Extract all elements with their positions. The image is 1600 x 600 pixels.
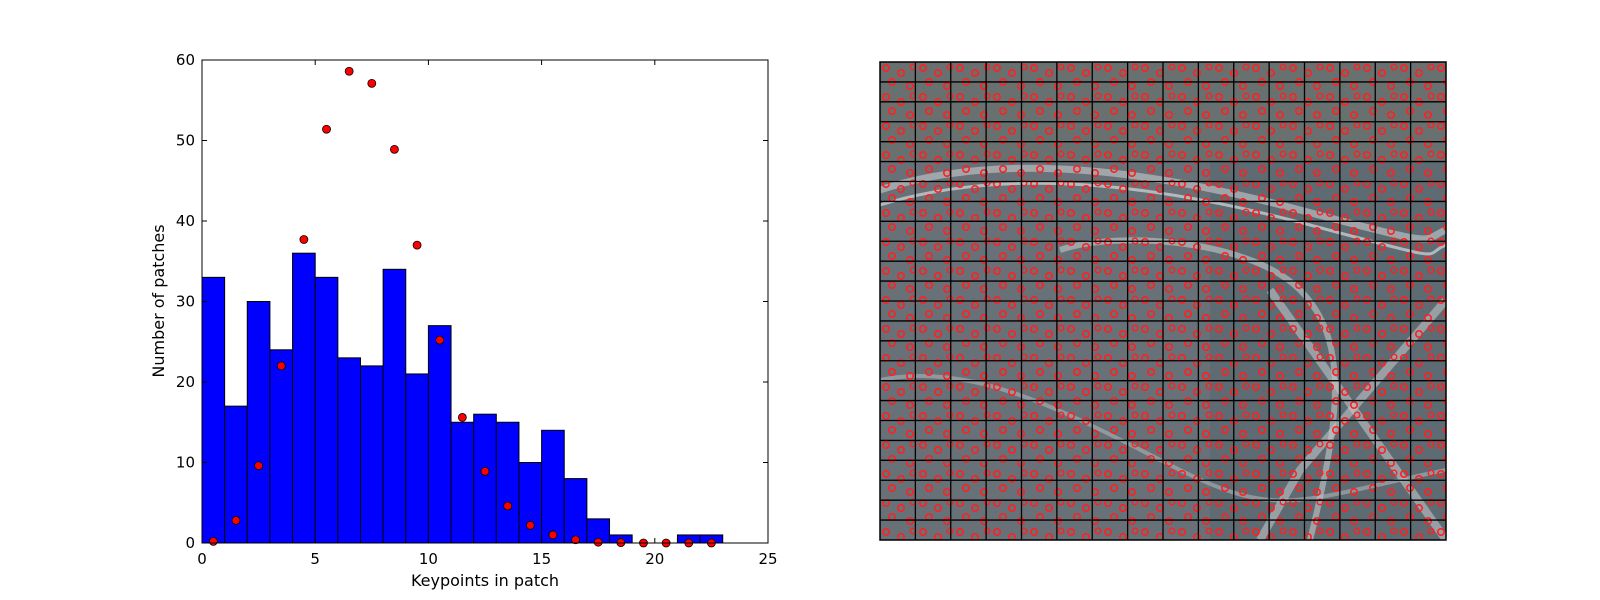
ticks-layer: 0 5 10 15 20 25 0 10 20 30 40 50 60 — [176, 51, 778, 568]
bar-15 — [541, 429, 565, 544]
image-frame — [879, 61, 1447, 541]
bar-13 — [495, 421, 520, 544]
point-15 — [548, 530, 558, 540]
point-16 — [571, 535, 580, 545]
point-2 — [254, 461, 264, 471]
point-3 — [276, 361, 286, 371]
point-11 — [457, 413, 467, 422]
point-5 — [322, 124, 331, 134]
x-tick-label-5: 25 — [758, 550, 777, 568]
point-6 — [344, 66, 354, 76]
bar-7 — [359, 365, 384, 544]
patch-grid — [880, 62, 1446, 540]
y-tick-label-0: 0 — [185, 534, 195, 552]
y-tick-label-3: 30 — [176, 293, 195, 311]
bar-10 — [427, 325, 452, 544]
point-0 — [208, 536, 218, 546]
x-axis-label: Keypoints in patch — [411, 571, 559, 590]
bar-16 — [563, 478, 588, 544]
point-7 — [367, 78, 377, 88]
point-4 — [299, 235, 309, 244]
aerial-image — [880, 62, 1446, 540]
bar-0 — [201, 276, 226, 544]
y-tick-label-2: 20 — [176, 373, 195, 391]
bar-11 — [450, 421, 475, 544]
x-tick-label-2: 10 — [419, 550, 438, 568]
histogram-chart: 0 5 10 15 20 25 0 10 20 30 40 50 60 Keypoints in pat… — [149, 51, 778, 590]
x-tick-label-0: 0 — [197, 550, 207, 568]
bar-12 — [473, 413, 497, 544]
y-tick-label-6: 60 — [176, 51, 195, 69]
bar-4 — [292, 252, 316, 544]
y-tick-label-5: 50 — [176, 132, 195, 150]
point-1 — [231, 516, 241, 525]
x-tick-label-3: 15 — [532, 550, 551, 568]
point-8 — [390, 144, 399, 154]
aerial-image-panel — [879, 61, 1447, 541]
point-12 — [480, 466, 490, 476]
bar-8 — [382, 268, 407, 544]
bar-9 — [405, 373, 429, 544]
x-tick-label-1: 5 — [310, 550, 320, 568]
bars-layer — [201, 252, 724, 544]
bar-6 — [337, 357, 361, 544]
bar-3 — [269, 349, 294, 544]
bar-14 — [518, 462, 543, 544]
y-axis-label: Number of patches — [149, 224, 168, 377]
point-17 — [593, 537, 603, 547]
y-tick-label-4: 40 — [176, 212, 195, 230]
point-9 — [412, 240, 422, 250]
bar-2 — [246, 301, 271, 544]
bar-5 — [314, 276, 339, 544]
x-tick-label-4: 20 — [645, 550, 664, 568]
y-tick-label-1: 10 — [176, 454, 195, 472]
point-14 — [525, 520, 535, 530]
point-13 — [503, 501, 513, 511]
point-10 — [435, 335, 445, 345]
